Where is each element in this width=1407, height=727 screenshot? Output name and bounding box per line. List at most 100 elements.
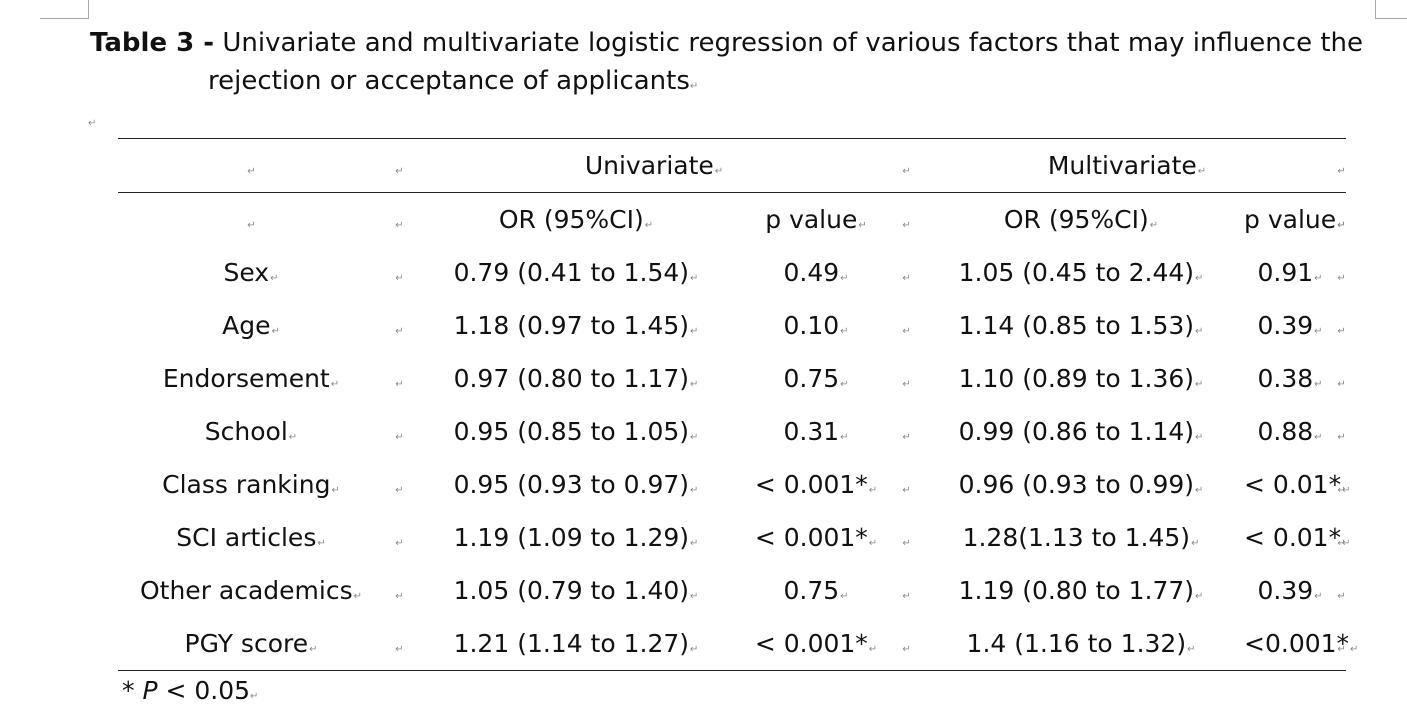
- crop-mark-top-left-vertical: [88, 0, 89, 19]
- empty-cell: ↵: [384, 617, 414, 671]
- multi-p-cell: 0.39↵: [1257, 576, 1323, 605]
- empty-cell: ↵: [902, 485, 911, 496]
- empty-cell: ↵: [902, 591, 911, 602]
- empty-cell: ↵: [1337, 538, 1346, 549]
- empty-cell: ↵: [118, 138, 384, 193]
- empty-cell: ↵: [902, 538, 911, 549]
- uni-p-cell: 0.75↵: [783, 364, 849, 393]
- multi-or-cell: 1.14 (0.85 to 1.53)↵: [958, 311, 1204, 340]
- multi-p-cell: 0.91↵: [1257, 258, 1323, 287]
- footnote-threshold: < 0.05: [165, 676, 251, 705]
- empty-cell: ↵: [395, 538, 404, 549]
- empty-cell: ↵: [902, 220, 911, 231]
- empty-cell: ↵: [902, 326, 911, 337]
- uni-p-cell: < 0.001*↵: [754, 523, 878, 552]
- empty-cell: ↵: [894, 138, 919, 193]
- multi-p-cell: 0.88↵: [1257, 417, 1323, 446]
- factor-cell: Sex↵: [223, 258, 279, 287]
- col-header-uni-p: p value↵: [765, 205, 867, 234]
- empty-cell: ↵: [384, 138, 414, 193]
- table-row: PGY score↵ ↵ 1.21 (1.14 to 1.27)↵ < 0.001*↵…: [118, 617, 1358, 671]
- empty-cell: ↵: [395, 432, 404, 443]
- crop-mark-top-right: [1376, 18, 1407, 19]
- empty-cell: ↵: [1337, 379, 1346, 390]
- uni-or-cell: 1.21 (1.14 to 1.27)↵: [414, 617, 738, 671]
- empty-cell: ↵: [395, 273, 404, 284]
- caption-label: Table 3 -: [90, 28, 215, 58]
- multi-p-cell: < 0.01*↵: [1244, 470, 1351, 499]
- empty-cell: ↵: [1336, 138, 1347, 193]
- col-header-multi-or: OR (95%CI)↵: [1003, 205, 1159, 234]
- factor-cell: Age↵: [222, 311, 280, 340]
- multi-or-cell: 0.96 (0.93 to 0.99)↵: [958, 470, 1204, 499]
- sub-header-row: ↵ ↵ OR (95%CI)↵ p value↵ ↵ OR (95%CI)↵ p…: [118, 193, 1346, 247]
- empty-cell: ↵: [1337, 220, 1346, 231]
- multi-p-cell: < 0.01*↵: [1244, 523, 1351, 552]
- multi-or-cell: 0.99 (0.86 to 1.14)↵: [958, 417, 1204, 446]
- empty-cell: ↵: [395, 485, 404, 496]
- multi-or-cell: 1.4 (1.16 to 1.32)↵: [918, 617, 1245, 671]
- uni-or-cell: 1.19 (1.09 to 1.29)↵: [453, 523, 699, 552]
- uni-or-cell: 0.95 (0.93 to 0.97)↵: [453, 470, 699, 499]
- table-row: Sex↵ ↵ 0.79 (0.41 to 1.54)↵ 0.49↵ ↵ 1.05 (0.4…: [118, 246, 1346, 299]
- multi-p-cell: 0.38↵: [1257, 364, 1323, 393]
- multi-or-cell: 1.05 (0.45 to 2.44)↵: [958, 258, 1204, 287]
- caption-text-line2: rejection or acceptance of applicants: [208, 66, 690, 96]
- empty-cell: ↵: [1337, 326, 1346, 337]
- factor-cell: SCI articles↵: [176, 523, 326, 552]
- footnote: * P < 0.05↵: [122, 676, 258, 705]
- empty-cell: ↵: [1337, 485, 1346, 496]
- empty-cell: ↵: [247, 220, 256, 231]
- uni-p-cell: 0.49↵: [783, 258, 849, 287]
- table-row: Age↵ ↵ 1.18 (0.97 to 1.45)↵ 0.10↵ ↵ 1.14 (0.8…: [118, 299, 1346, 352]
- empty-cell: ↵: [1337, 591, 1346, 602]
- group-header-univariate: Univariate↵: [414, 138, 895, 193]
- multi-p-cell: <0.001*↵: [1244, 617, 1358, 671]
- multi-or-cell: 1.19 (0.80 to 1.77)↵: [958, 576, 1204, 605]
- factor-cell: Endorsement↵: [162, 364, 340, 393]
- factor-cell: PGY score↵: [118, 617, 384, 671]
- table-body: Sex↵ ↵ 0.79 (0.41 to 1.54)↵ 0.49↵ ↵ 1.05 (0.4…: [118, 246, 1358, 671]
- empty-cell: ↵: [395, 326, 404, 337]
- paragraph-mark-icon: ↵: [88, 118, 97, 129]
- empty-cell: ↵: [894, 617, 919, 671]
- factor-cell: School↵: [204, 417, 298, 446]
- factor-cell: Other academics↵: [139, 576, 363, 605]
- multi-or-cell: 1.10 (0.89 to 1.36)↵: [958, 364, 1204, 393]
- multi-p-cell: 0.39↵: [1257, 311, 1323, 340]
- table-row: Class ranking↵ ↵ 0.95 (0.93 to 0.97)↵ < 0.0…: [118, 458, 1351, 511]
- empty-cell: ↵: [1337, 273, 1346, 284]
- table-row: SCI articles↵ ↵ 1.19 (1.09 to 1.29)↵ < 0.00…: [118, 511, 1351, 564]
- uni-or-cell: 0.97 (0.80 to 1.17)↵: [453, 364, 699, 393]
- empty-cell: ↵: [902, 273, 911, 284]
- uni-p-cell: < 0.001*↵: [754, 470, 878, 499]
- footnote-star: *: [122, 676, 135, 705]
- crop-mark-top-left: [40, 18, 88, 19]
- uni-or-cell: 0.79 (0.41 to 1.54)↵: [453, 258, 699, 287]
- uni-or-cell: 0.95 (0.85 to 1.05)↵: [453, 417, 699, 446]
- factor-cell: Class ranking↵: [162, 470, 340, 499]
- empty-cell: ↵: [395, 220, 404, 231]
- caption-text-line1: Univariate and multivariate logistic reg…: [222, 28, 1363, 58]
- uni-or-cell: 1.05 (0.79 to 1.40)↵: [453, 576, 699, 605]
- paragraph-mark-icon: ↵: [689, 81, 699, 92]
- empty-cell: ↵: [1336, 617, 1347, 671]
- table-row: School↵ ↵ 0.95 (0.85 to 1.05)↵ 0.31↵ ↵ 0.99 (…: [118, 405, 1346, 458]
- regression-table: ↵ ↵ Univariate↵ ↵ Multivariate↵ ↵ ↵ ↵ OR…: [118, 138, 1358, 671]
- empty-cell: ↵: [902, 379, 911, 390]
- col-header-multi-p: p value↵: [1244, 205, 1346, 234]
- uni-p-cell: 0.10↵: [783, 311, 849, 340]
- uni-p-cell: < 0.001*↵: [738, 617, 895, 671]
- footnote-p-symbol: P: [142, 676, 158, 705]
- uni-p-cell: 0.75↵: [783, 576, 849, 605]
- paragraph-mark-icon: ↵: [250, 691, 259, 702]
- multi-or-cell: 1.28(1.13 to 1.45)↵: [962, 523, 1200, 552]
- table-row: Other academics↵ ↵ 1.05 (0.79 to 1.40)↵ 0.7…: [118, 564, 1346, 617]
- col-header-uni-or: OR (95%CI)↵: [498, 205, 654, 234]
- empty-cell: ↵: [395, 591, 404, 602]
- table-row: Endorsement↵ ↵ 0.97 (0.80 to 1.17)↵ 0.75↵ ↵ 1…: [118, 352, 1346, 405]
- empty-cell: ↵: [902, 432, 911, 443]
- crop-mark-top-right-vertical: [1375, 0, 1376, 19]
- uni-p-cell: 0.31↵: [783, 417, 849, 446]
- uni-or-cell: 1.18 (0.97 to 1.45)↵: [453, 311, 699, 340]
